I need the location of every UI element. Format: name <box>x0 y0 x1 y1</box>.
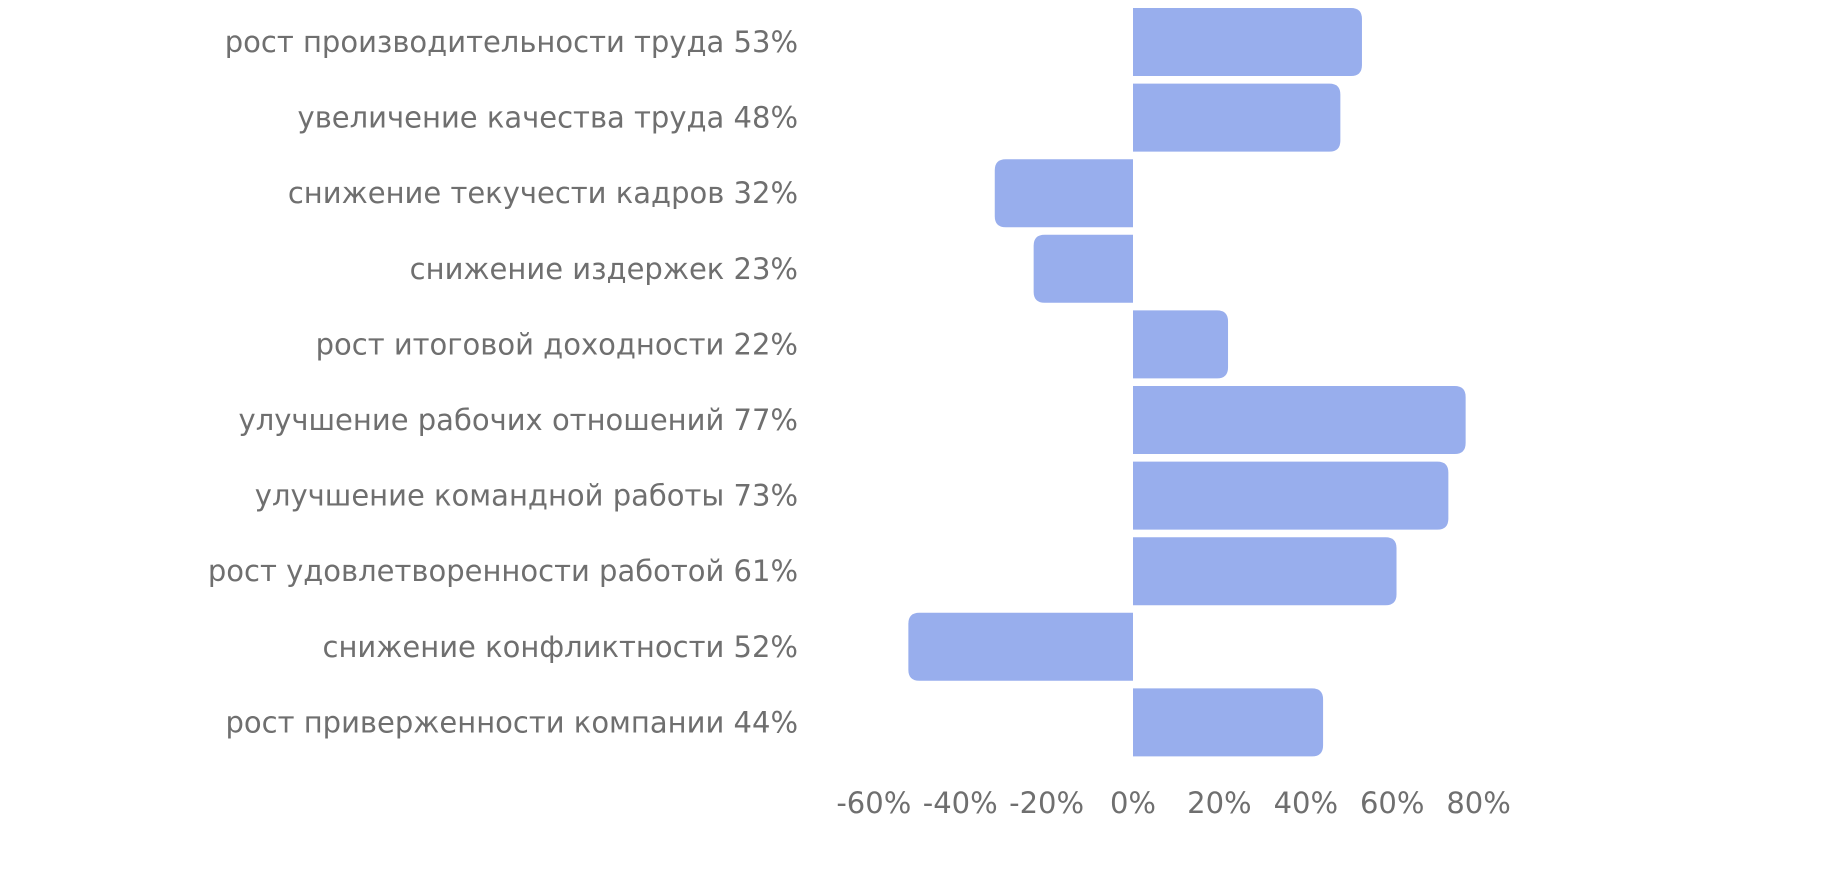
x-tick-label: -60% <box>836 786 911 820</box>
category-label: снижение издержек 23% <box>410 252 798 286</box>
category-label: рост производительности труда 53% <box>225 25 798 59</box>
x-tick-label: 20% <box>1187 786 1251 820</box>
x-tick-label: 40% <box>1274 786 1338 820</box>
x-axis-tick-labels: -60% -40% -20% 0% 20% 40% 60% 80% <box>836 786 1510 820</box>
category-label: увеличение качества труда 48% <box>298 101 798 135</box>
category-labels: рост производительности труда 53% увеличе… <box>208 25 798 739</box>
x-tick-label: -20% <box>1009 786 1084 820</box>
category-label: улучшение рабочих отношений 77% <box>239 403 798 437</box>
bar <box>1133 8 1362 76</box>
bar <box>1133 83 1341 152</box>
bar <box>1133 537 1397 606</box>
bar <box>1133 310 1229 379</box>
x-tick-label: 80% <box>1446 786 1510 820</box>
bar <box>1133 386 1466 454</box>
bar <box>1133 461 1449 530</box>
category-label: снижение конфликтности 52% <box>323 630 798 664</box>
bar <box>1033 234 1133 303</box>
x-tick-label: 0% <box>1110 786 1156 820</box>
x-tick-label: -40% <box>923 786 998 820</box>
category-label: рост удовлетворенности работой 61% <box>208 554 798 588</box>
x-tick-label: 60% <box>1360 786 1424 820</box>
bar <box>908 612 1133 681</box>
bars <box>908 8 1466 757</box>
bar <box>994 159 1133 228</box>
bar <box>1133 688 1324 757</box>
category-label: рост приверженности компании 44% <box>226 705 799 739</box>
category-label: снижение текучести кадров 32% <box>288 176 798 210</box>
category-label: рост итоговой доходности 22% <box>316 327 798 361</box>
category-label: улучшение командной работы 73% <box>255 479 798 513</box>
